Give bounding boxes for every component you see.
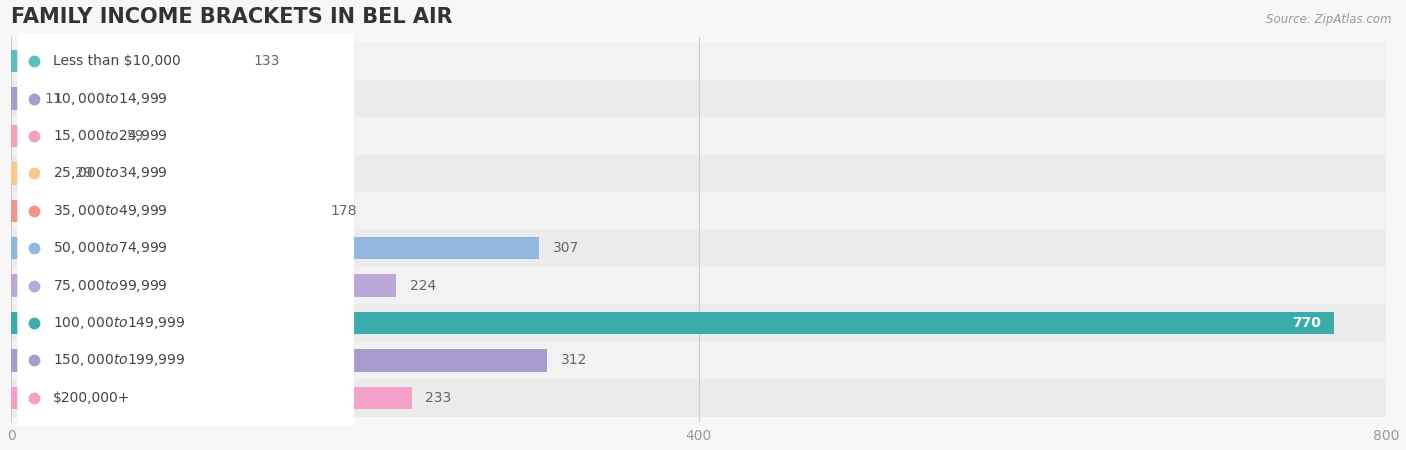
Text: Less than $10,000: Less than $10,000 bbox=[52, 54, 180, 68]
FancyBboxPatch shape bbox=[17, 71, 354, 126]
Text: $150,000 to $199,999: $150,000 to $199,999 bbox=[52, 352, 186, 369]
Text: 29: 29 bbox=[75, 166, 93, 180]
Text: 59: 59 bbox=[127, 129, 143, 143]
FancyBboxPatch shape bbox=[17, 108, 354, 164]
Text: $75,000 to $99,999: $75,000 to $99,999 bbox=[52, 278, 167, 293]
Bar bbox=[11, 312, 1334, 334]
Bar bbox=[11, 42, 1386, 80]
Bar bbox=[11, 237, 538, 259]
FancyBboxPatch shape bbox=[17, 220, 354, 276]
Text: $200,000+: $200,000+ bbox=[52, 391, 129, 405]
Text: 233: 233 bbox=[426, 391, 451, 405]
Text: 178: 178 bbox=[330, 204, 357, 218]
Bar bbox=[11, 304, 1386, 342]
Text: 133: 133 bbox=[253, 54, 280, 68]
Text: $35,000 to $49,999: $35,000 to $49,999 bbox=[52, 203, 167, 219]
Bar bbox=[11, 162, 60, 184]
Text: $50,000 to $74,999: $50,000 to $74,999 bbox=[52, 240, 167, 256]
Bar bbox=[11, 379, 1386, 417]
Bar bbox=[11, 87, 30, 110]
Bar bbox=[11, 155, 1386, 192]
Text: 224: 224 bbox=[411, 279, 436, 292]
Bar bbox=[11, 342, 1386, 379]
Bar bbox=[11, 349, 547, 372]
Bar bbox=[11, 267, 1386, 304]
FancyBboxPatch shape bbox=[17, 257, 354, 314]
FancyBboxPatch shape bbox=[17, 295, 354, 351]
Bar bbox=[11, 192, 1386, 230]
Bar bbox=[11, 125, 112, 147]
Text: 307: 307 bbox=[553, 241, 579, 255]
Bar bbox=[11, 230, 1386, 267]
FancyBboxPatch shape bbox=[17, 183, 354, 239]
Text: $100,000 to $149,999: $100,000 to $149,999 bbox=[52, 315, 186, 331]
Text: FAMILY INCOME BRACKETS IN BEL AIR: FAMILY INCOME BRACKETS IN BEL AIR bbox=[11, 7, 453, 27]
Text: $10,000 to $14,999: $10,000 to $14,999 bbox=[52, 90, 167, 107]
FancyBboxPatch shape bbox=[17, 145, 354, 202]
FancyBboxPatch shape bbox=[17, 33, 354, 89]
Bar bbox=[11, 80, 1386, 117]
Text: Source: ZipAtlas.com: Source: ZipAtlas.com bbox=[1267, 14, 1392, 27]
Bar bbox=[11, 50, 240, 72]
Text: 312: 312 bbox=[561, 353, 588, 367]
Text: $25,000 to $34,999: $25,000 to $34,999 bbox=[52, 165, 167, 181]
Text: $15,000 to $24,999: $15,000 to $24,999 bbox=[52, 128, 167, 144]
Text: 770: 770 bbox=[1292, 316, 1320, 330]
FancyBboxPatch shape bbox=[17, 370, 354, 426]
Bar bbox=[11, 274, 396, 297]
Bar bbox=[11, 117, 1386, 155]
FancyBboxPatch shape bbox=[17, 333, 354, 388]
Bar bbox=[11, 199, 318, 222]
Bar bbox=[11, 387, 412, 409]
Text: 11: 11 bbox=[44, 91, 62, 106]
